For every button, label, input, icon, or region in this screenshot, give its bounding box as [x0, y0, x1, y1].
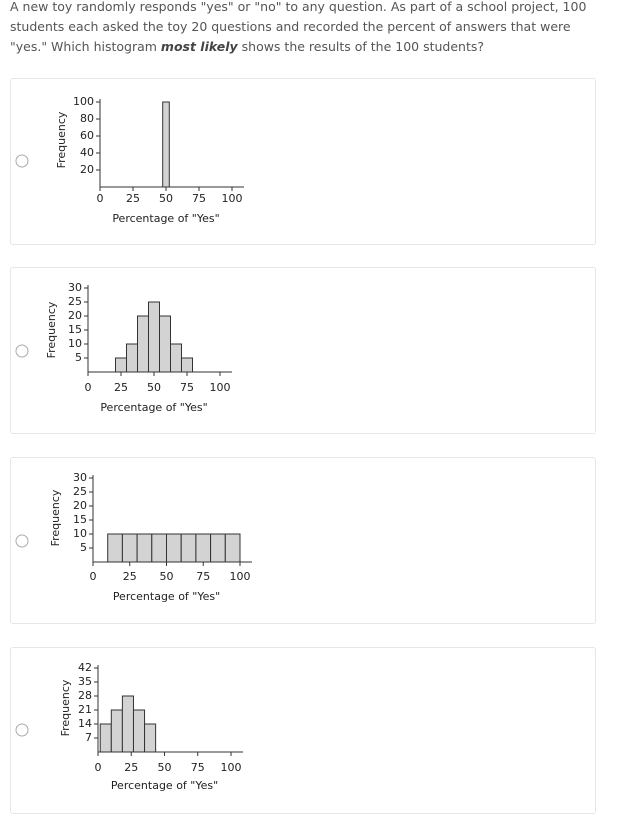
- x-tick-label: 0: [85, 381, 92, 394]
- y-tick-label: 30: [73, 471, 87, 484]
- y-tick-label: 20: [73, 499, 87, 512]
- radio-button[interactable]: [15, 154, 29, 168]
- x-tick-label: 50: [147, 381, 161, 394]
- bar: [126, 343, 139, 373]
- bar: [151, 533, 168, 563]
- y-tick-label: 5: [80, 541, 87, 554]
- y-axis-label: Frequency: [55, 111, 68, 168]
- question-emphasis: most likely: [160, 39, 238, 54]
- y-tick-label: 10: [68, 337, 82, 350]
- y-axis-label: Frequency: [49, 489, 62, 546]
- x-tick-label: 50: [159, 192, 173, 205]
- y-tick-label: 30: [68, 281, 82, 294]
- bar: [210, 533, 226, 563]
- y-tick-label: 60: [80, 129, 94, 142]
- option-card[interactable]: [10, 267, 596, 434]
- x-tick-label: 25: [124, 761, 138, 774]
- bar: [121, 533, 138, 563]
- x-tick-label: 0: [90, 570, 97, 583]
- question: A new toy randomly responds "yes" or "no…: [10, 0, 610, 57]
- bar: [166, 533, 182, 563]
- bar: [136, 533, 153, 563]
- y-axis-label: Frequency: [59, 679, 72, 736]
- y-tick-label: 14: [78, 717, 92, 730]
- option-card[interactable]: [10, 457, 596, 624]
- radio-button[interactable]: [15, 534, 29, 548]
- bar: [195, 533, 212, 563]
- y-tick-label: 7: [85, 731, 92, 744]
- bar: [180, 357, 194, 373]
- question-text: shows the results of the 100 students?: [237, 39, 485, 54]
- y-tick-label: 28: [78, 689, 92, 702]
- x-tick-label: 75: [196, 570, 210, 583]
- y-tick-label: 20: [68, 309, 82, 322]
- y-tick-label: 5: [75, 351, 82, 364]
- x-axis-label: Percentage of "Yes": [113, 590, 220, 603]
- y-tick-label: 25: [73, 485, 87, 498]
- x-axis-label: Percentage of "Yes": [100, 401, 207, 414]
- x-tick-label: 100: [230, 570, 251, 583]
- x-tick-label: 100: [210, 381, 231, 394]
- x-tick-label: 25: [114, 381, 128, 394]
- y-tick-label: 25: [68, 295, 82, 308]
- question-text: A new toy randomly responds "yes" or "no…: [10, 0, 587, 54]
- bar: [170, 343, 182, 373]
- y-tick-label: 80: [80, 112, 94, 125]
- x-tick-label: 75: [180, 381, 194, 394]
- x-tick-label: 0: [95, 761, 102, 774]
- y-tick-label: 20: [80, 163, 94, 176]
- y-tick-label: 40: [80, 146, 94, 159]
- x-tick-label: 75: [192, 192, 206, 205]
- y-tick-label: 42: [78, 661, 92, 674]
- bar: [144, 723, 157, 753]
- x-tick-label: 100: [221, 761, 242, 774]
- x-tick-label: 25: [126, 192, 140, 205]
- y-tick-label: 15: [68, 323, 82, 336]
- radio-button[interactable]: [15, 723, 29, 737]
- bar: [132, 709, 146, 753]
- x-tick-label: 25: [123, 570, 137, 583]
- bar: [114, 357, 128, 373]
- y-axis-label: Frequency: [45, 301, 58, 358]
- x-axis-label: Percentage of "Yes": [112, 212, 219, 225]
- x-tick-label: 50: [160, 570, 174, 583]
- bar: [110, 709, 123, 753]
- bar: [162, 101, 170, 188]
- option-card[interactable]: [10, 78, 596, 245]
- bar: [99, 723, 112, 753]
- bar: [147, 301, 161, 373]
- y-tick-label: 10: [73, 527, 87, 540]
- bar: [137, 315, 149, 373]
- bar: [180, 533, 197, 563]
- x-tick-label: 100: [222, 192, 243, 205]
- bar: [224, 533, 241, 563]
- x-tick-label: 50: [158, 761, 172, 774]
- bar: [121, 695, 134, 753]
- x-tick-label: 75: [191, 761, 205, 774]
- x-tick-label: 0: [97, 192, 104, 205]
- radio-button[interactable]: [15, 344, 29, 358]
- y-tick-label: 15: [73, 513, 87, 526]
- y-tick-label: 100: [73, 95, 94, 108]
- option-card[interactable]: [10, 647, 596, 814]
- bar: [107, 533, 123, 563]
- x-axis-label: Percentage of "Yes": [111, 779, 218, 792]
- y-tick-label: 35: [78, 675, 92, 688]
- bar: [159, 315, 171, 373]
- y-tick-label: 21: [78, 703, 92, 716]
